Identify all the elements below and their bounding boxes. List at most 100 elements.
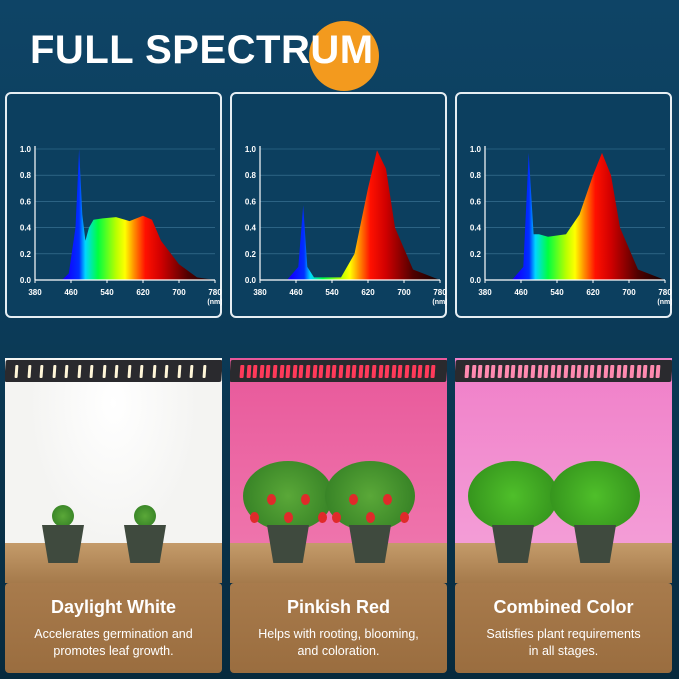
led-strip	[504, 365, 510, 378]
plant-foliage	[52, 505, 74, 527]
wood-shelf	[5, 543, 222, 583]
led-strip	[77, 365, 81, 378]
strawberry	[318, 512, 327, 523]
y-tick-label: 0.6	[245, 197, 257, 206]
strawberry	[250, 512, 259, 523]
led-strip	[202, 365, 206, 378]
title-accent-circle	[309, 21, 379, 91]
y-tick-label: 0.2	[20, 250, 32, 259]
led-strip	[318, 365, 324, 378]
plant-foliage	[134, 505, 156, 527]
mode-title: Pinkish Red	[286, 597, 391, 617]
led-strip	[510, 365, 516, 378]
spectrum-chart-pinkish-red: 0.0 0.2 0.4 0.6 0.8 1.0 380 460 540 620 700 780 (nm)	[230, 92, 447, 318]
grow-light-panel	[230, 360, 447, 382]
plant-pot	[574, 525, 616, 563]
led-strip	[629, 365, 635, 378]
led-strip	[411, 365, 417, 378]
led-strip	[576, 365, 582, 378]
led-strip	[603, 365, 609, 378]
led-strip	[477, 365, 483, 378]
x-tick-label: 620	[361, 288, 375, 297]
led-strip	[636, 365, 642, 378]
led-strip	[583, 365, 589, 378]
plant-pot	[267, 525, 309, 563]
x-tick-label: 540	[100, 288, 114, 297]
led-strip	[189, 365, 194, 378]
led-strip	[649, 365, 655, 378]
strawberry	[332, 512, 341, 523]
y-tick-label: 0.2	[245, 250, 257, 259]
strawberry	[400, 512, 409, 523]
grow-light-panel	[5, 360, 222, 382]
x-unit-label: (nm)	[657, 299, 672, 306]
led-strip	[305, 365, 311, 378]
led-strip	[523, 365, 529, 378]
led-strip	[471, 365, 477, 378]
led-strip	[252, 365, 258, 378]
led-strip	[550, 365, 556, 378]
led-strip	[265, 365, 271, 378]
led-strip	[64, 365, 69, 378]
led-strip	[464, 365, 470, 378]
led-strip	[384, 365, 390, 378]
led-strip	[563, 365, 569, 378]
spectrum-area	[287, 150, 440, 280]
y-tick-label: 0.0	[20, 276, 32, 285]
x-tick-label: 540	[325, 288, 339, 297]
led-strip	[424, 365, 430, 378]
y-tick-label: 0.4	[20, 224, 32, 233]
led-strip	[543, 365, 549, 378]
led-strip	[430, 365, 436, 378]
wood-shelf	[455, 543, 672, 583]
led-strip	[259, 365, 265, 378]
y-tick-label: 0.6	[20, 197, 32, 206]
led-strip	[371, 365, 377, 378]
led-strip	[642, 365, 648, 378]
led-strip	[152, 365, 156, 378]
spectrum-area	[512, 152, 665, 280]
led-strip	[497, 365, 503, 378]
led-strip	[351, 365, 357, 378]
led-strip	[537, 365, 543, 378]
x-tick-label: 460	[64, 288, 78, 297]
x-tick-label: 540	[550, 288, 564, 297]
x-tick-label: 780	[433, 288, 447, 297]
led-strip	[279, 365, 285, 378]
spectrum-chart-daylight: 0.0 0.2 0.4 0.6 0.8 1.0 380 460 540 620 700 780 (nm)	[5, 92, 222, 318]
plant-pot	[492, 525, 534, 563]
led-strip	[27, 365, 31, 378]
led-strip	[14, 365, 19, 378]
led-strip	[114, 365, 119, 378]
x-tick-label: 780	[658, 288, 672, 297]
led-strip	[378, 365, 384, 378]
led-strip	[177, 365, 181, 378]
strawberry	[349, 494, 358, 505]
led-strip	[102, 365, 106, 378]
y-tick-label: 0.6	[470, 197, 482, 206]
desc-line: Helps with rooting, blooming,	[258, 627, 419, 641]
mode-description: Accelerates germination and promotes leaf…	[5, 626, 222, 660]
led-strip	[325, 365, 331, 378]
strawberry	[366, 512, 375, 523]
mode-card-pinkish-red: Pinkish Red Helps with rooting, blooming…	[230, 583, 447, 673]
y-tick-label: 1.0	[470, 145, 482, 154]
x-tick-label: 700	[172, 288, 186, 297]
y-tick-label: 0.4	[470, 224, 482, 233]
led-strip	[570, 365, 576, 378]
led-strip	[358, 365, 364, 378]
strawberry	[383, 494, 392, 505]
x-tick-label: 460	[289, 288, 303, 297]
led-strip	[52, 365, 56, 378]
plant-pot	[349, 525, 391, 563]
led-strip	[338, 365, 344, 378]
desc-line: Satisfies plant requirements	[486, 627, 641, 641]
x-tick-label: 460	[514, 288, 528, 297]
y-tick-label: 0.4	[245, 224, 257, 233]
mode-description: Helps with rooting, blooming, and colorat…	[230, 626, 447, 660]
led-strip	[655, 365, 661, 378]
led-strip	[127, 365, 131, 378]
mode-card-daylight: Daylight White Accelerates germination a…	[5, 583, 222, 673]
mode-title: Combined Color	[493, 597, 634, 617]
led-strip	[139, 365, 144, 378]
